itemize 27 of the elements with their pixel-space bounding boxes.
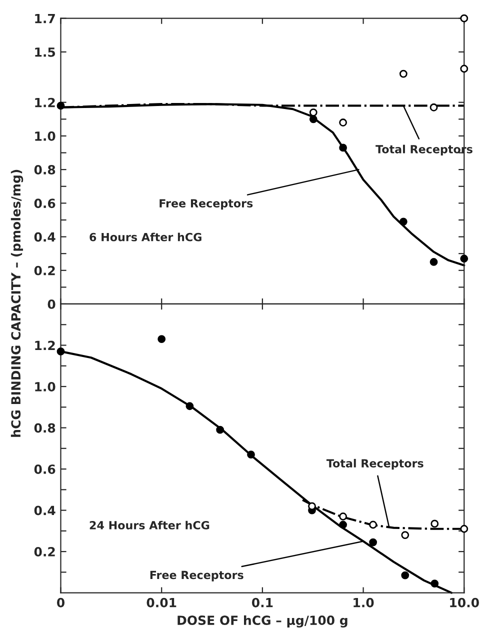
x-axis-title: DOSE OF hCG – μg/100 g [178, 615, 348, 628]
y-tick-label: 0.2 [34, 266, 55, 276]
annotation: 6 Hours After hCG [90, 232, 202, 242]
y-tick-label: 1.2 [35, 340, 55, 350]
y-tick-label: 0.2 [34, 547, 55, 556]
y-tick-label: 1.7 [35, 14, 55, 24]
y-tick-label: 0.4 [34, 232, 56, 242]
annotation: 24 Hours After hCG [90, 520, 210, 530]
y-tick-label: 1.5 [35, 48, 56, 57]
y-axis-title: hCG BINDING CAPACITY – (pmoles/mg) [10, 170, 24, 437]
x-tick-label: 1.0 [354, 598, 374, 608]
y-tick-label: 1.2 [35, 98, 55, 108]
x-tick-label: 0 [57, 598, 64, 608]
y-tick-label: 0.4 [34, 506, 56, 516]
x-tick-label: 0.1 [252, 598, 273, 608]
annotation: Total Receptors [326, 458, 424, 470]
y-tick-label: 0.6 [34, 198, 56, 208]
y-tick-label: 0.8 [34, 165, 56, 174]
annotation: Free Receptors [160, 199, 253, 210]
x-tick-label: 10.0 [450, 598, 479, 608]
y-tick-label: 0.6 [34, 464, 56, 474]
y-tick-label: 0 [48, 299, 56, 309]
annotation: Free Receptors [150, 570, 244, 582]
y-tick-label: 0.8 [34, 423, 56, 433]
y-tick-label: 1.0 [35, 131, 56, 141]
x-tick-label: 0.01 [146, 598, 176, 608]
y-tick-label: 1.0 [35, 382, 56, 392]
